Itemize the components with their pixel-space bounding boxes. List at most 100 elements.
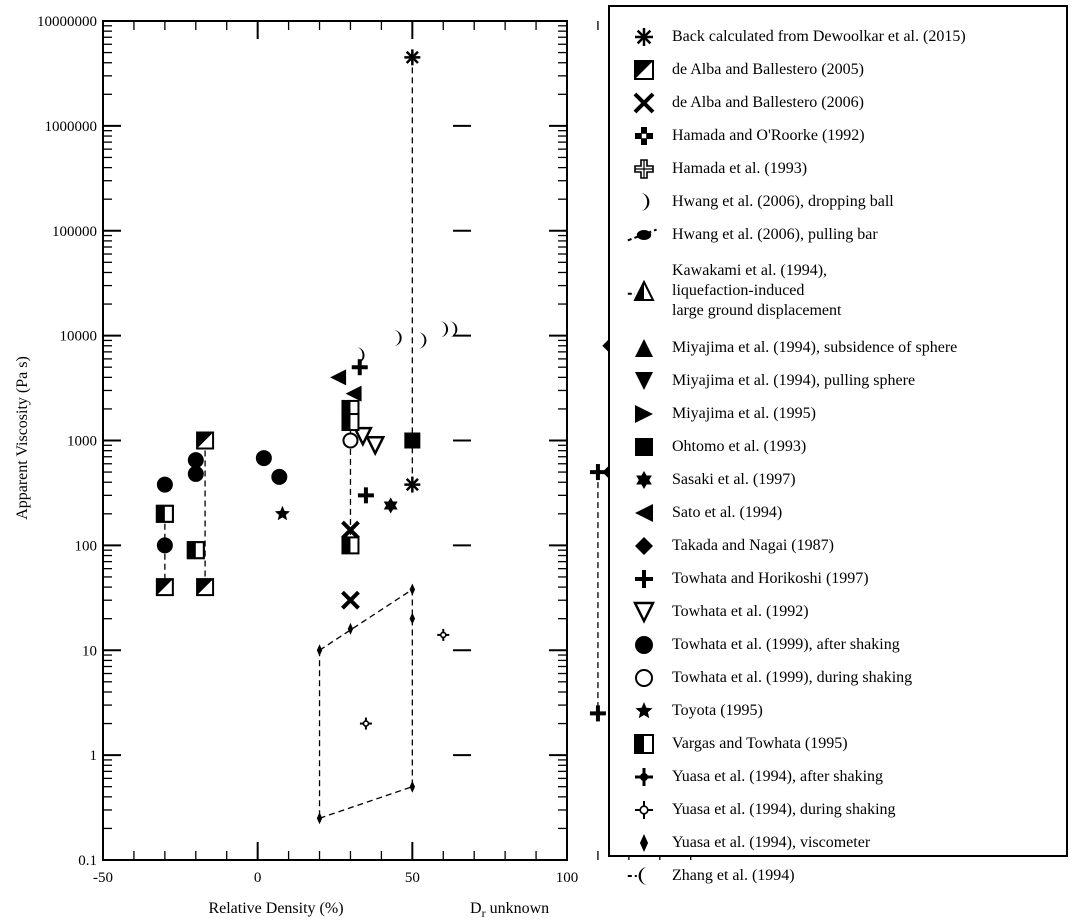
- legend-symbol-circle: [610, 630, 672, 660]
- legend-label: Miyajima et al. (1994), pulling sphere: [672, 371, 915, 391]
- legend-item: de Alba and Ballestero (2006): [610, 86, 1066, 119]
- x-tick-label: -50: [93, 870, 113, 886]
- data-point-square-diag: [197, 433, 213, 449]
- legend-label: Miyajima et al. (1995): [672, 404, 816, 424]
- legend-item: Hamada and O'Roorke (1992): [610, 119, 1066, 152]
- legend-label: Towhata et al. (1992): [672, 602, 809, 622]
- legend-symbol-diamond-thin: [610, 828, 672, 858]
- legend-label: Kawakami et al. (1994), liquefaction-ind…: [672, 261, 841, 321]
- legend-symbol-plus: [610, 564, 672, 594]
- legend-item: Yuasa et al. (1994), during shaking: [610, 793, 1066, 826]
- legend-item: de Alba and Ballestero (2005): [610, 53, 1066, 86]
- plot-border: [103, 21, 567, 860]
- legend-symbol-star6: [610, 465, 672, 495]
- legend: Back calculated from Dewoolkar et al. (2…: [608, 5, 1068, 857]
- y-tick-label: 1000: [67, 434, 97, 450]
- data-point-circle: [157, 477, 173, 493]
- y-tick-label: 10000: [60, 329, 98, 345]
- data-point-square-half: [157, 506, 173, 522]
- legend-item: Miyajima et al. (1994), pulling sphere: [610, 364, 1066, 397]
- data-point-square-half: [188, 542, 204, 558]
- data-point-diamond-thin: [348, 623, 353, 635]
- y-tick-label: 1000000: [45, 119, 98, 135]
- data-point-square-half: [342, 537, 358, 553]
- legend-symbol-square-half: [610, 729, 672, 759]
- legend-item: Hamada et al. (1993): [610, 152, 1066, 185]
- legend-symbol-square-diag: [610, 55, 672, 85]
- legend-label: Yuasa et al. (1994), during shaking: [672, 800, 896, 820]
- data-point-star5: [275, 506, 290, 520]
- legend-label: de Alba and Ballestero (2006): [672, 93, 864, 113]
- y-tick-label: 100: [75, 538, 98, 554]
- y-tick-label: 10000000: [37, 14, 97, 30]
- legend-symbol-triangle-up: [610, 333, 672, 363]
- legend-label: Towhata and Horikoshi (1997): [672, 569, 869, 589]
- y-tick-label: 10: [82, 643, 97, 659]
- legend-item: Towhata et al. (1992): [610, 595, 1066, 628]
- x-axis-label: Relative Density (%): [208, 900, 343, 917]
- legend-label: Vargas and Towhata (1995): [672, 734, 848, 754]
- legend-symbol-circle-open: [610, 663, 672, 693]
- data-point-asterisk: [404, 477, 420, 493]
- legend-label: Sato et al. (1994): [672, 503, 782, 523]
- legend-symbol-diamond: [610, 531, 672, 561]
- legend-label: Toyota (1995): [672, 701, 763, 721]
- legend-label: Towhata et al. (1999), during shaking: [672, 668, 912, 688]
- legend-label: Hwang et al. (2006), dropping ball: [672, 192, 894, 212]
- data-point-circle: [271, 469, 287, 485]
- dashed-link: [320, 589, 413, 650]
- data-point-plus-dot-open: [360, 718, 372, 730]
- data-point-square-diag: [197, 579, 213, 595]
- data-point-plus: [352, 359, 368, 375]
- legend-symbol-ball-bar: [610, 220, 672, 250]
- legend-item: Hwang et al. (2006), dropping ball: [610, 185, 1066, 218]
- legend-item: Sato et al. (1994): [610, 496, 1066, 529]
- legend-label: Hwang et al. (2006), pulling bar: [672, 225, 878, 245]
- legend-symbol-triangle-down-open: [610, 597, 672, 627]
- legend-symbol-plus-dot-open: [610, 795, 672, 825]
- legend-symbol-crescent-bar: [610, 861, 672, 891]
- data-point-diamond-thin: [317, 812, 322, 824]
- data-point-square-half: [342, 414, 358, 430]
- legend-symbol-crescent: [610, 187, 672, 217]
- legend-item: Back calculated from Dewoolkar et al. (2…: [610, 20, 1066, 53]
- data-point-diamond-thin: [410, 613, 415, 625]
- legend-label: Yuasa et al. (1994), viscometer: [672, 833, 870, 853]
- legend-symbol-cross-bold: [610, 121, 672, 151]
- x-tick-label: 0: [254, 870, 262, 886]
- legend-item: Ohtomo et al. (1993): [610, 430, 1066, 463]
- data-point-circle: [256, 450, 272, 466]
- legend-label: Sasaki et al. (1997): [672, 470, 796, 490]
- y-tick-label: 0.1: [78, 853, 97, 869]
- legend-symbol-triangle-left: [610, 498, 672, 528]
- legend-label: Hamada et al. (1993): [672, 159, 807, 179]
- legend-label: Ohtomo et al. (1993): [672, 437, 806, 457]
- legend-symbol-plus-dot: [610, 762, 672, 792]
- legend-symbol-cross-open: [610, 154, 672, 184]
- y-tick-label: 1: [90, 748, 98, 764]
- legend-label: Back calculated from Dewoolkar et al. (2…: [672, 27, 966, 47]
- legend-symbol-square: [610, 432, 672, 462]
- legend-item: Zhang et al. (1994): [610, 859, 1066, 892]
- data-point-plus-dot-open: [437, 629, 449, 641]
- data-point-plus: [358, 487, 374, 503]
- dashed-link: [320, 787, 413, 819]
- data-point-triangle-left: [330, 369, 346, 385]
- data-point-plus: [590, 705, 606, 721]
- legend-symbol-triangle-half: [610, 276, 672, 306]
- legend-label: Miyajima et al. (1994), subsidence of sp…: [672, 338, 957, 358]
- data-point-triangle-left: [346, 386, 362, 402]
- data-point-circle: [157, 537, 173, 553]
- x-tick-label: 100: [556, 870, 579, 886]
- data-point-circle: [188, 466, 204, 482]
- data-point-star6: [384, 498, 398, 514]
- legend-item: Towhata and Horikoshi (1997): [610, 562, 1066, 595]
- legend-label: Zhang et al. (1994): [672, 866, 795, 886]
- data-point-circle: [188, 452, 204, 468]
- legend-item: Vargas and Towhata (1995): [610, 727, 1066, 760]
- data-point-x: [342, 592, 358, 608]
- legend-symbol-triangle-right: [610, 399, 672, 429]
- legend-label: Yuasa et al. (1994), after shaking: [672, 767, 883, 787]
- data-point-square: [404, 433, 420, 449]
- legend-item: Yuasa et al. (1994), after shaking: [610, 760, 1066, 793]
